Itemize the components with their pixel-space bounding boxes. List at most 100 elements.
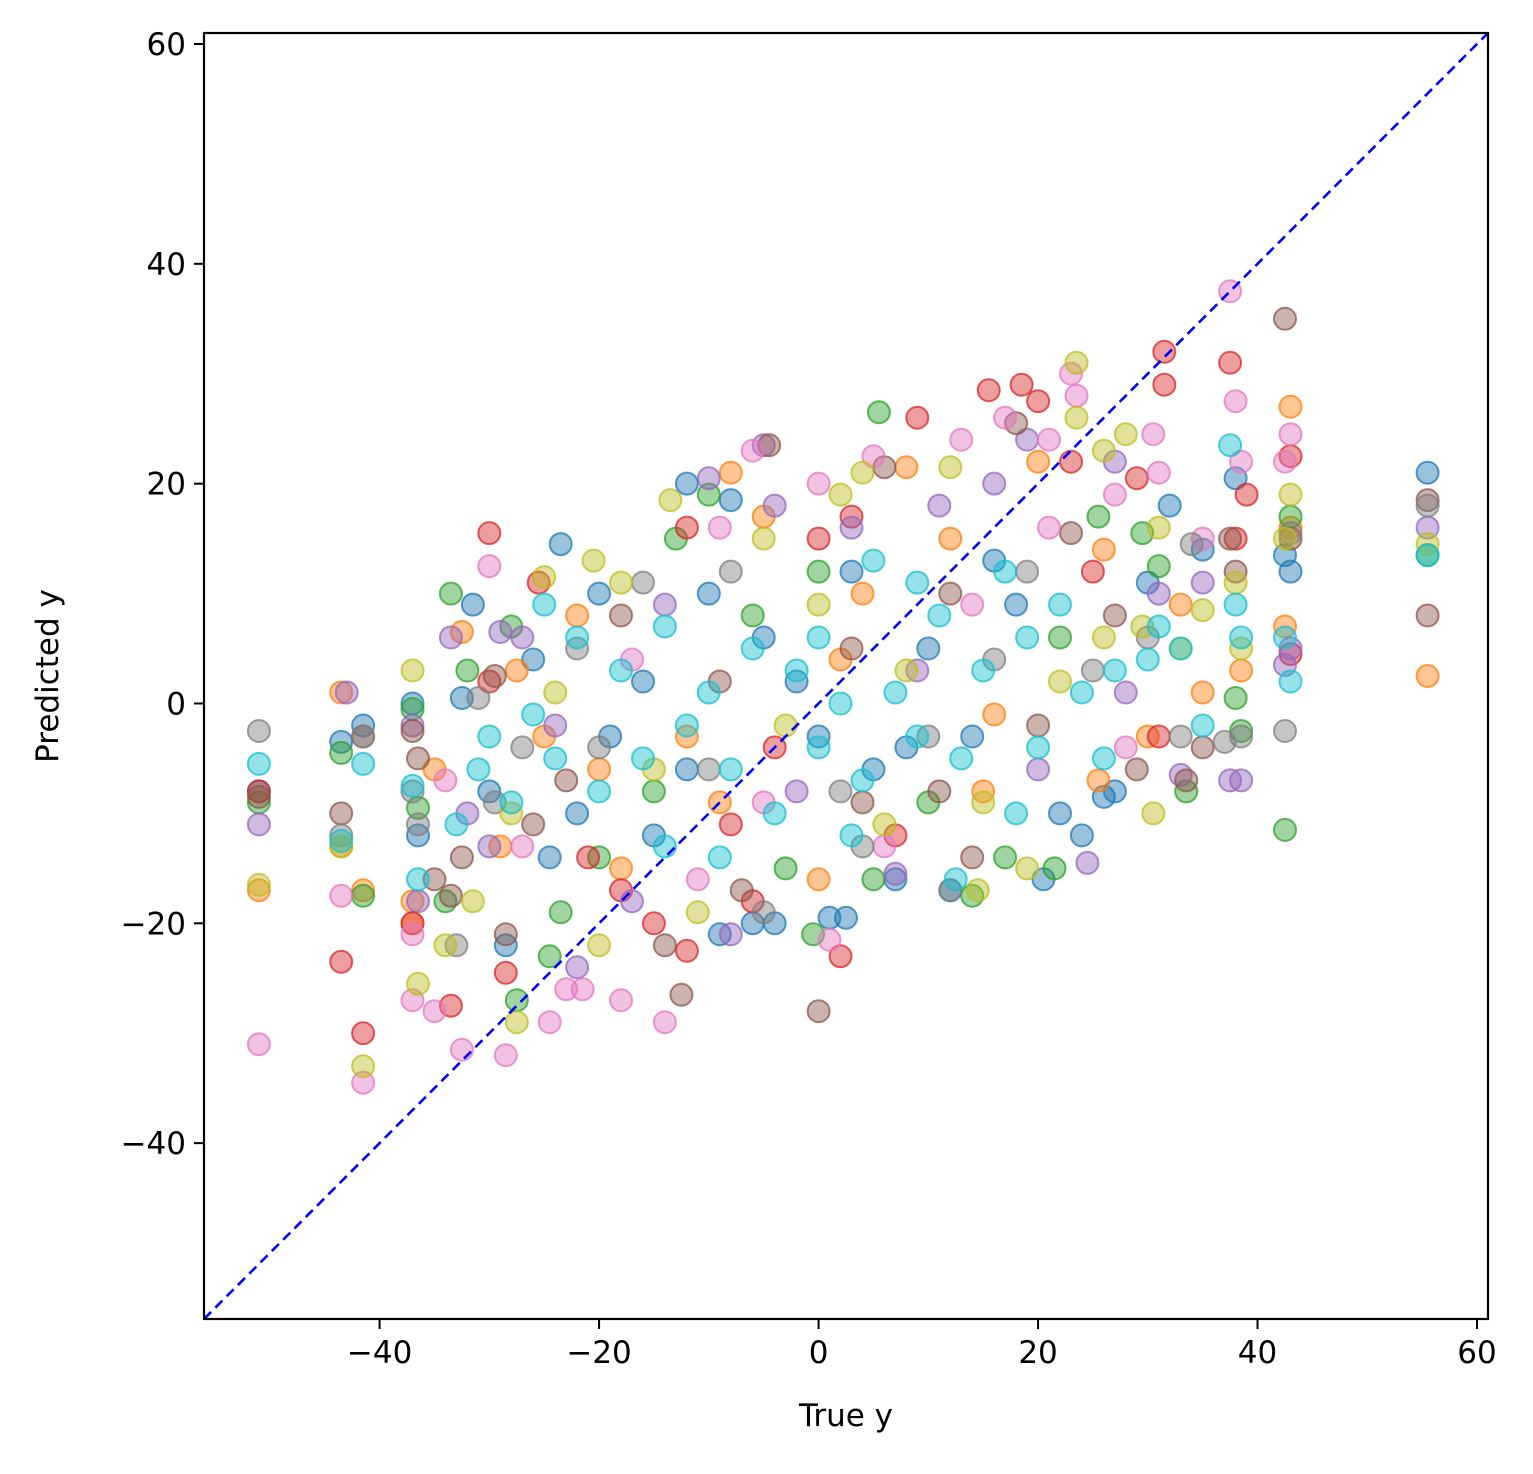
x-tick-label: 40 [1238, 1335, 1277, 1371]
data-point [449, 1037, 474, 1062]
data-point [1168, 724, 1193, 749]
data-point [1218, 433, 1243, 458]
data-point [1059, 521, 1083, 546]
y-tick-label: 60 [147, 27, 186, 63]
data-point [905, 405, 930, 430]
data-point [1415, 488, 1440, 513]
data-point [351, 878, 376, 903]
data-point [587, 779, 612, 804]
data-point [652, 614, 677, 639]
data-point [916, 636, 941, 661]
y-axis-label: Predicted y [30, 589, 66, 763]
data-point [246, 751, 271, 776]
data-point [1223, 526, 1248, 551]
data-point [1415, 543, 1440, 568]
data-point [444, 812, 469, 837]
plot-frame [202, 31, 1490, 1321]
data-point [938, 878, 963, 903]
data-point [565, 625, 590, 650]
data-point [1146, 460, 1171, 485]
data-point [466, 686, 491, 710]
data-point [834, 905, 858, 930]
data-point [466, 757, 491, 782]
data-point [1048, 625, 1072, 650]
data-point [460, 592, 485, 617]
y-tick-label: −20 [121, 906, 186, 942]
data-point [949, 746, 974, 771]
data-point [1091, 625, 1116, 650]
data-point [1190, 713, 1215, 738]
data-point [762, 493, 787, 518]
data-point [587, 581, 612, 606]
data-point [938, 581, 963, 606]
data-point [1048, 592, 1072, 617]
data-point [751, 900, 776, 925]
data-point [806, 625, 831, 650]
data-point [1064, 350, 1089, 375]
data-point [806, 559, 831, 584]
data-point [905, 570, 930, 595]
data-point [400, 719, 425, 743]
data-point [784, 779, 809, 804]
y-tick-label: 40 [147, 247, 186, 283]
data-point [565, 955, 590, 980]
data-point [1152, 372, 1177, 397]
data-point [982, 471, 1007, 496]
data-point [1059, 449, 1083, 474]
data-point [1064, 405, 1089, 430]
data-point [1273, 306, 1297, 331]
data-point [1146, 554, 1171, 579]
series-4 [246, 427, 1440, 980]
data-point [1190, 735, 1215, 760]
data-point [504, 658, 529, 683]
data-point [696, 482, 721, 507]
data-point [806, 735, 831, 760]
data-point [246, 1032, 271, 1057]
data-point [587, 735, 612, 760]
data-point [609, 570, 633, 595]
data-point [1015, 559, 1040, 584]
data-point [718, 812, 743, 837]
data-point [438, 581, 463, 606]
data-point [861, 548, 886, 573]
data-point [334, 680, 359, 705]
data-point [1037, 427, 1061, 452]
data-point [1190, 598, 1215, 623]
data-point [707, 515, 732, 540]
series-6 [246, 279, 1303, 1095]
data-point [438, 625, 463, 650]
data-point [537, 845, 562, 870]
data-point [521, 812, 546, 837]
data-point [828, 482, 853, 507]
data-point [1091, 746, 1116, 771]
data-point [1415, 603, 1440, 628]
data-point [685, 900, 710, 925]
data-point [718, 488, 743, 513]
data-point [850, 768, 875, 793]
data-point [631, 746, 655, 771]
data-point [718, 559, 743, 584]
data-point [1157, 493, 1182, 518]
data-point [1141, 422, 1166, 447]
data-point [406, 867, 430, 892]
data-point [406, 889, 430, 914]
data-point [1124, 466, 1149, 491]
data-point [329, 801, 354, 826]
data-point [740, 603, 765, 628]
data-point [1124, 757, 1149, 782]
data-point [1080, 658, 1105, 683]
data-point [850, 581, 875, 606]
data-point [510, 735, 535, 760]
data-point [449, 686, 474, 710]
data-point [839, 823, 864, 848]
data-point [1415, 460, 1440, 485]
data-point [504, 988, 529, 1013]
data-point [351, 1021, 376, 1046]
data-point [652, 933, 677, 958]
data-point [477, 834, 502, 859]
series-5 [246, 306, 1440, 1024]
data-point [631, 570, 655, 595]
data-point [960, 845, 985, 870]
data-point [751, 526, 776, 551]
data-point [839, 515, 864, 540]
